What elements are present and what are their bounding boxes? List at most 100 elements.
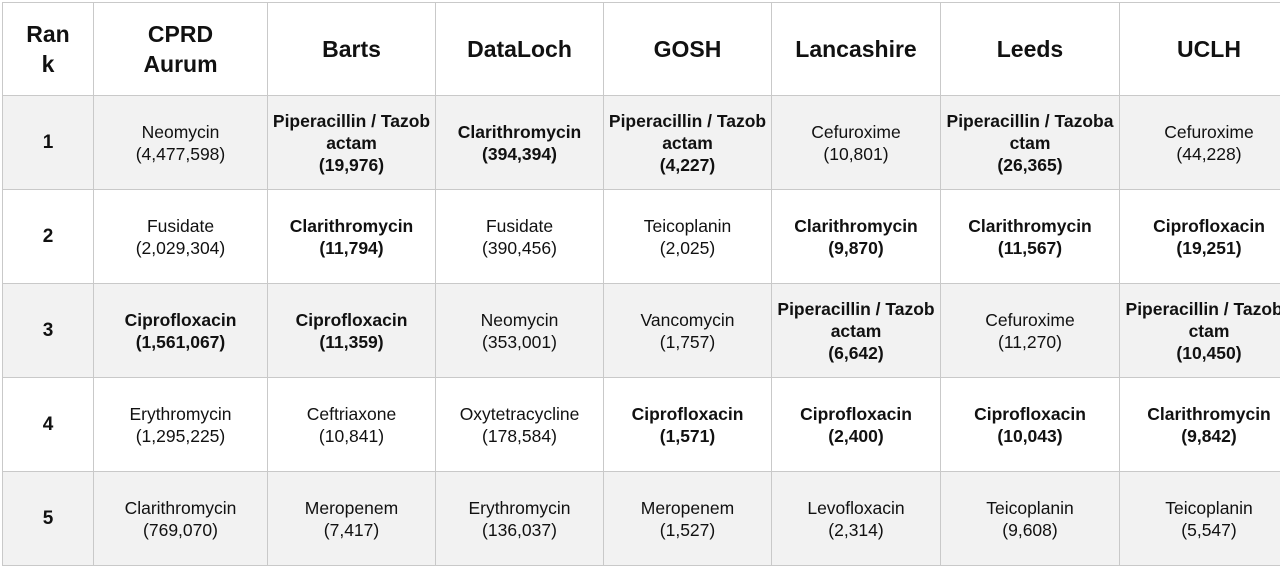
drug-name: Fusidate — [146, 215, 215, 236]
drug-count: (10,801) — [823, 143, 889, 164]
rank-cell: 2 — [2, 189, 94, 284]
drug-name: Ciprofloxacin — [800, 403, 912, 424]
drug-name: Cefuroxime — [985, 309, 1075, 330]
header-site: UCLH — [1119, 2, 1280, 96]
drug-count: (19,976) — [318, 154, 385, 175]
drug-name: Clarithromycin — [457, 121, 582, 142]
drug-cell: Neomycin (353,001) — [435, 283, 604, 378]
drug-count: (7,417) — [323, 519, 380, 540]
table-row: 4 Erythromycin (1,295,225) Ceftriaxone (10,8… — [2, 377, 1280, 472]
drug-count: (9,608) — [1002, 519, 1058, 540]
drug-cell: Erythromycin (1,295,225) — [93, 377, 268, 472]
drug-count: (4,477,598) — [135, 143, 226, 164]
drug-cell: Clarithromycin (11,794) — [267, 189, 436, 284]
drug-count: (1,757) — [659, 331, 716, 352]
drug-count: (1,571) — [659, 425, 716, 446]
drug-name: Erythromycin — [468, 497, 571, 518]
drug-count: (4,227) — [659, 154, 716, 175]
drug-count: (1,295,225) — [135, 425, 226, 446]
drug-cell: Neomycin (4,477,598) — [93, 95, 268, 190]
drug-name: Clarithromycin — [968, 215, 1092, 236]
drug-cell: Ciprofloxacin (1,561,067) — [93, 283, 268, 378]
drug-cell: Teicoplanin (2,025) — [603, 189, 772, 284]
drug-name: Teicoplanin — [1165, 497, 1253, 518]
rank-cell: 4 — [2, 377, 94, 472]
drug-count: (5,547) — [1181, 519, 1237, 540]
drug-cell: Piperacillin / Tazobactam (19,976) — [267, 95, 436, 190]
header-site: Barts — [267, 2, 436, 96]
drug-name: Vancomycin — [640, 309, 735, 330]
drug-cell: Oxytetracycline (178,584) — [435, 377, 604, 472]
drug-count: (10,841) — [318, 425, 385, 446]
drug-count: (11,567) — [997, 237, 1063, 258]
drug-name: Meropenem — [640, 497, 735, 518]
drug-name: Meropenem — [304, 497, 399, 518]
drug-name: Cefuroxime — [1164, 121, 1254, 142]
drug-name: Ciprofloxacin — [124, 309, 237, 330]
drug-count: (19,251) — [1176, 237, 1242, 258]
table-row: 5 Clarithromycin (769,070) Meropenem (7,417)… — [2, 471, 1280, 566]
drug-count: (11,359) — [319, 331, 384, 352]
drug-count: (11,270) — [998, 331, 1062, 352]
drug-name: Levofloxacin — [807, 497, 905, 518]
drug-cell: Piperacillin / Tazobactam (6,642) — [771, 283, 941, 378]
drug-count: (11,794) — [319, 237, 384, 258]
drug-name: Piperacillin / Tazobactam — [1125, 298, 1280, 341]
drug-count: (26,365) — [997, 154, 1063, 175]
drug-cell: Vancomycin (1,757) — [603, 283, 772, 378]
drug-cell: Clarithromycin (11,567) — [940, 189, 1120, 284]
drug-cell: Meropenem (1,527) — [603, 471, 772, 566]
drug-name: Fusidate — [485, 215, 554, 236]
header-site: DataLoch — [435, 2, 604, 96]
header-site: Lancashire — [771, 2, 941, 96]
drug-count: (2,025) — [659, 237, 716, 258]
drug-cell: Teicoplanin (5,547) — [1119, 471, 1280, 566]
table-row: 2 Fusidate (2,029,304) Clarithromycin (11,79… — [2, 189, 1280, 284]
header-site: Leeds — [940, 2, 1120, 96]
drug-count: (10,450) — [1176, 342, 1242, 363]
drug-cell: Cefuroxime (44,228) — [1119, 95, 1280, 190]
drug-cell: Clarithromycin (9,870) — [771, 189, 941, 284]
drug-cell: Clarithromycin (9,842) — [1119, 377, 1280, 472]
header-row: Ran k CPRD Aurum Barts DataLoch GOSH Lan… — [2, 2, 1280, 96]
drug-cell: Piperacillin / Tazobactam (10,450) — [1119, 283, 1280, 378]
drug-count: (1,527) — [659, 519, 716, 540]
drug-name: Teicoplanin — [643, 215, 732, 236]
drug-count: (394,394) — [482, 143, 557, 164]
drug-count: (769,070) — [143, 519, 218, 540]
drug-cell: Piperacillin / Tazobactam (26,365) — [940, 95, 1120, 190]
drug-cell: Ciprofloxacin (10,043) — [940, 377, 1120, 472]
drug-count: (44,228) — [1176, 143, 1242, 164]
drug-count: (390,456) — [482, 237, 557, 258]
rank-cell: 3 — [2, 283, 94, 378]
table-row: 3 Ciprofloxacin (1,561,067) Ciprofloxacin (1… — [2, 283, 1280, 378]
drug-cell: Fusidate (390,456) — [435, 189, 604, 284]
drug-name: Ciprofloxacin — [974, 403, 1086, 424]
drug-count: (6,642) — [828, 342, 884, 363]
drug-name: Erythromycin — [129, 403, 232, 424]
table-body: 1 Neomycin (4,477,598) Piperacillin / Tazob… — [2, 95, 1280, 566]
drug-cell: Ciprofloxacin (1,571) — [603, 377, 772, 472]
drug-count: (1,561,067) — [135, 331, 226, 352]
drug-count: (178,584) — [482, 425, 557, 446]
drug-name: Ciprofloxacin — [1153, 215, 1265, 236]
header-site: CPRD Aurum — [93, 2, 268, 96]
drug-cell: Ciprofloxacin (19,251) — [1119, 189, 1280, 284]
drug-cell: Fusidate (2,029,304) — [93, 189, 268, 284]
header-rank: Ran k — [2, 2, 94, 96]
drug-name: Piperacillin / Tazobactam — [777, 298, 935, 341]
drug-count: (10,043) — [997, 425, 1063, 446]
drug-cell: Erythromycin (136,037) — [435, 471, 604, 566]
drug-name: Clarithromycin — [289, 215, 414, 236]
table-row: 1 Neomycin (4,477,598) Piperacillin / Tazob… — [2, 95, 1280, 190]
drug-name: Cefuroxime — [811, 121, 901, 142]
drug-count: (2,400) — [828, 425, 884, 446]
header-site: GOSH — [603, 2, 772, 96]
drug-cell: Ciprofloxacin (2,400) — [771, 377, 941, 472]
drug-cell: Piperacillin / Tazobactam (4,227) — [603, 95, 772, 190]
drug-name: Ceftriaxone — [306, 403, 397, 424]
drug-cell: Meropenem (7,417) — [267, 471, 436, 566]
drug-cell: Teicoplanin (9,608) — [940, 471, 1120, 566]
drug-cell: Ciprofloxacin (11,359) — [267, 283, 436, 378]
